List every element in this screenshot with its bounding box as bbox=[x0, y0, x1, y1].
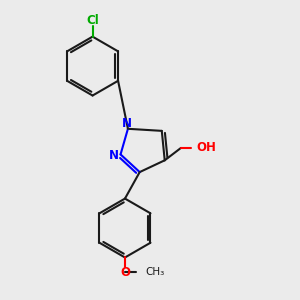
Text: Cl: Cl bbox=[86, 14, 99, 27]
Text: CH₃: CH₃ bbox=[145, 267, 164, 277]
Text: O: O bbox=[120, 266, 130, 279]
Text: N: N bbox=[109, 148, 119, 161]
Text: N: N bbox=[122, 117, 132, 130]
Text: OH: OH bbox=[196, 141, 216, 154]
